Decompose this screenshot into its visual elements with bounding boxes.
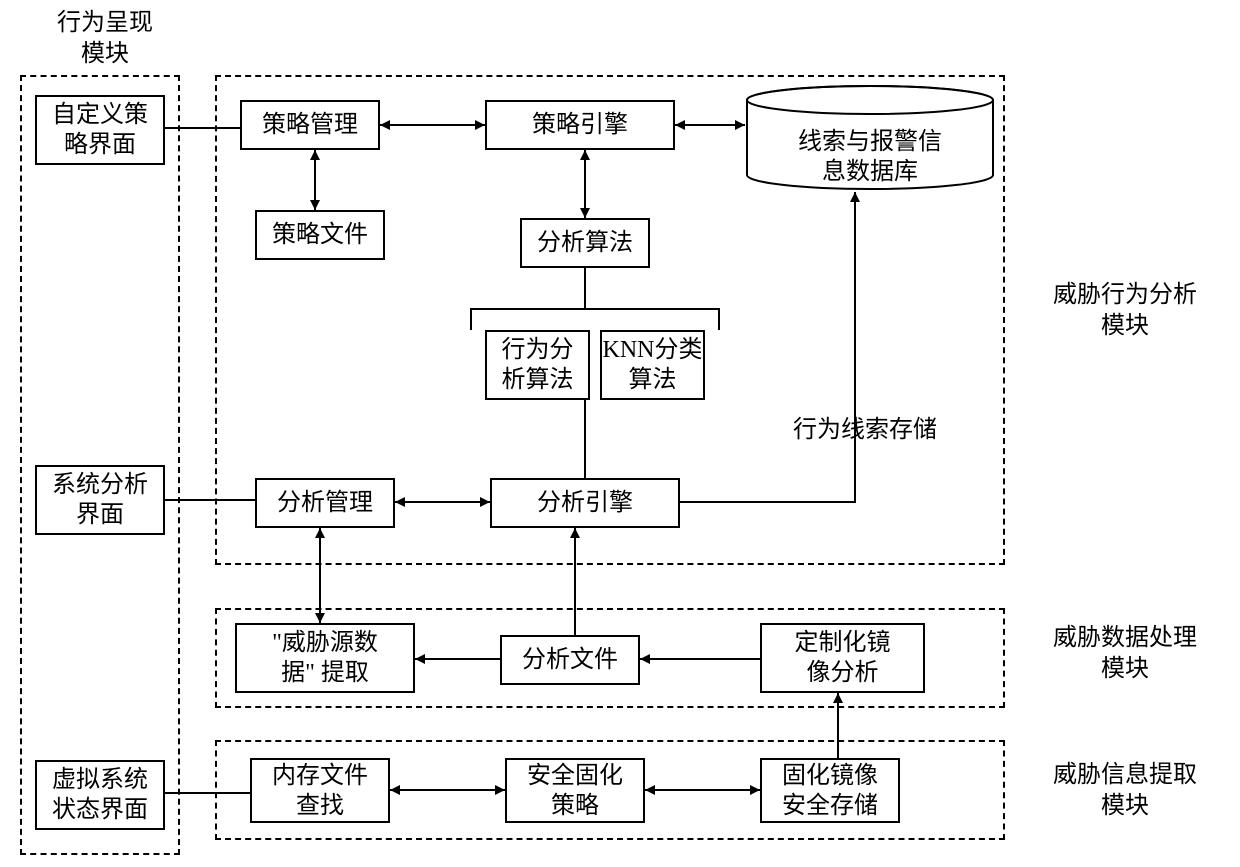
box-custom-policy-ui: 自定义策 略界面 bbox=[35, 95, 165, 165]
label-left-title: 行为呈现 模块 bbox=[45, 8, 165, 70]
box-knn-algo: KNN分类 算法 bbox=[600, 330, 705, 400]
box-policy-engine: 策略引擎 bbox=[485, 100, 675, 150]
box-analysis-mgmt: 分析管理 bbox=[255, 478, 395, 528]
box-analysis-algo: 分析算法 bbox=[520, 218, 650, 268]
label-storage: 行为线索存储 bbox=[770, 415, 960, 446]
diagram-canvas: 行为呈现 模块 威胁行为分析 模块 威胁数据处理 模块 威胁信息提取 模块 行为… bbox=[0, 0, 1240, 867]
box-analysis-file: 分析文件 bbox=[500, 635, 640, 685]
box-virtual-status-ui: 虚拟系统 状态界面 bbox=[35, 760, 165, 830]
box-analysis-engine: 分析引擎 bbox=[490, 478, 680, 528]
box-behavior-algo: 行为分 析算法 bbox=[485, 330, 590, 400]
label-analysis-title: 威胁行为分析 模块 bbox=[1030, 280, 1220, 342]
box-harden-mirror-store: 固化镜像 安全存储 bbox=[760, 758, 900, 823]
box-system-analysis-ui: 系统分析 界面 bbox=[35, 465, 165, 535]
box-policy-mgmt: 策略管理 bbox=[240, 100, 380, 150]
label-extract-title: 威胁信息提取 模块 bbox=[1030, 760, 1220, 822]
box-security-harden: 安全固化 策略 bbox=[505, 758, 645, 823]
box-threat-src-extract: "威胁源数 据" 提取 bbox=[235, 623, 415, 693]
box-policy-file: 策略文件 bbox=[255, 210, 385, 260]
db-label: 线索与报警信 息数据库 bbox=[745, 127, 995, 187]
label-data-title: 威胁数据处理 模块 bbox=[1030, 623, 1220, 685]
cylinder-db: 线索与报警信 息数据库 bbox=[745, 85, 995, 190]
box-custom-mirror: 定制化镜 像分析 bbox=[760, 623, 925, 693]
algo-bracket bbox=[470, 308, 720, 330]
box-mem-file-search: 内存文件 查找 bbox=[250, 758, 390, 823]
